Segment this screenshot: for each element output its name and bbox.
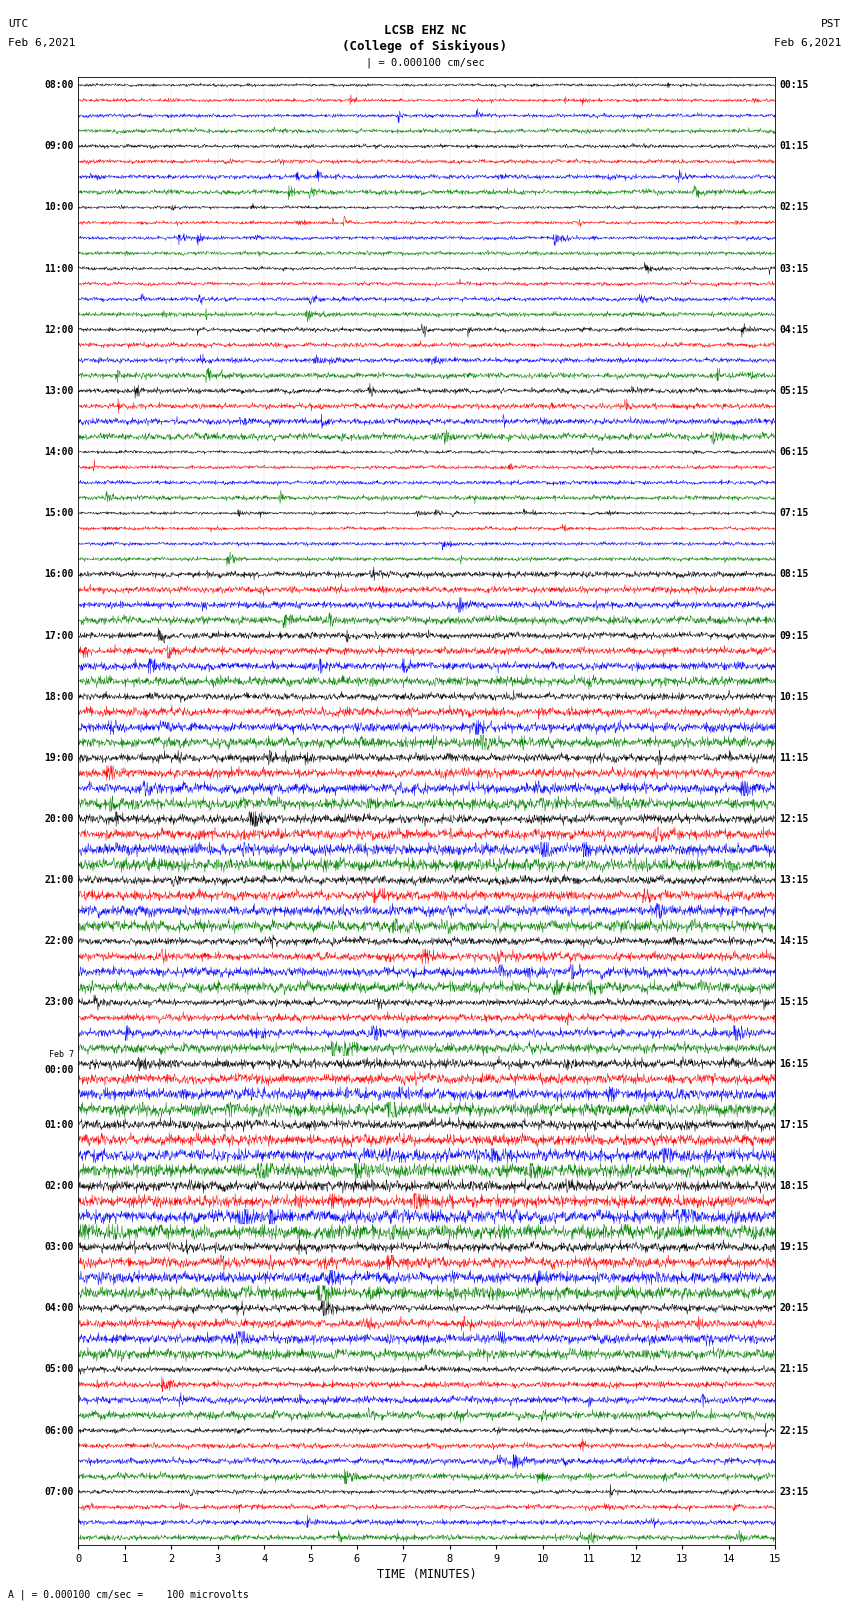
Text: 07:15: 07:15 (779, 508, 809, 518)
Text: 10:15: 10:15 (779, 692, 809, 702)
Text: 19:15: 19:15 (779, 1242, 809, 1252)
Text: 06:15: 06:15 (779, 447, 809, 456)
Text: 23:00: 23:00 (44, 997, 74, 1008)
Text: 21:00: 21:00 (44, 876, 74, 886)
Text: 04:00: 04:00 (44, 1303, 74, 1313)
Text: 04:15: 04:15 (779, 324, 809, 336)
Text: 23:15: 23:15 (779, 1487, 809, 1497)
Text: 13:00: 13:00 (44, 386, 74, 395)
Text: 02:15: 02:15 (779, 202, 809, 213)
Text: 22:00: 22:00 (44, 936, 74, 947)
Text: 15:00: 15:00 (44, 508, 74, 518)
Text: 01:15: 01:15 (779, 142, 809, 152)
Text: LCSB EHZ NC: LCSB EHZ NC (383, 24, 467, 37)
Text: 03:00: 03:00 (44, 1242, 74, 1252)
Text: 14:00: 14:00 (44, 447, 74, 456)
Text: 19:00: 19:00 (44, 753, 74, 763)
Text: 08:15: 08:15 (779, 569, 809, 579)
Text: 17:00: 17:00 (44, 631, 74, 640)
Text: (College of Siskiyous): (College of Siskiyous) (343, 40, 507, 53)
X-axis label: TIME (MINUTES): TIME (MINUTES) (377, 1568, 477, 1581)
Text: 18:15: 18:15 (779, 1181, 809, 1190)
Text: 22:15: 22:15 (779, 1426, 809, 1436)
Text: 00:15: 00:15 (779, 81, 809, 90)
Text: 11:15: 11:15 (779, 753, 809, 763)
Text: 02:00: 02:00 (44, 1181, 74, 1190)
Text: 16:00: 16:00 (44, 569, 74, 579)
Text: 01:00: 01:00 (44, 1119, 74, 1129)
Text: Feb 6,2021: Feb 6,2021 (774, 39, 842, 48)
Text: 12:15: 12:15 (779, 815, 809, 824)
Text: 16:15: 16:15 (779, 1058, 809, 1069)
Text: A | = 0.000100 cm/sec =    100 microvolts: A | = 0.000100 cm/sec = 100 microvolts (8, 1589, 249, 1600)
Text: 18:00: 18:00 (44, 692, 74, 702)
Text: 03:15: 03:15 (779, 263, 809, 274)
Text: 20:00: 20:00 (44, 815, 74, 824)
Text: PST: PST (821, 19, 842, 29)
Text: UTC: UTC (8, 19, 29, 29)
Text: Feb 7: Feb 7 (49, 1050, 74, 1058)
Text: 08:00: 08:00 (44, 81, 74, 90)
Text: 05:15: 05:15 (779, 386, 809, 395)
Text: Feb 6,2021: Feb 6,2021 (8, 39, 76, 48)
Text: 00:00: 00:00 (44, 1065, 74, 1076)
Text: 09:00: 09:00 (44, 142, 74, 152)
Text: 09:15: 09:15 (779, 631, 809, 640)
Text: 10:00: 10:00 (44, 202, 74, 213)
Text: 06:00: 06:00 (44, 1426, 74, 1436)
Text: 14:15: 14:15 (779, 936, 809, 947)
Text: 05:00: 05:00 (44, 1365, 74, 1374)
Text: 17:15: 17:15 (779, 1119, 809, 1129)
Text: 12:00: 12:00 (44, 324, 74, 336)
Text: 21:15: 21:15 (779, 1365, 809, 1374)
Text: 07:00: 07:00 (44, 1487, 74, 1497)
Text: 20:15: 20:15 (779, 1303, 809, 1313)
Text: | = 0.000100 cm/sec: | = 0.000100 cm/sec (366, 56, 484, 68)
Text: 13:15: 13:15 (779, 876, 809, 886)
Text: 15:15: 15:15 (779, 997, 809, 1008)
Text: 11:00: 11:00 (44, 263, 74, 274)
